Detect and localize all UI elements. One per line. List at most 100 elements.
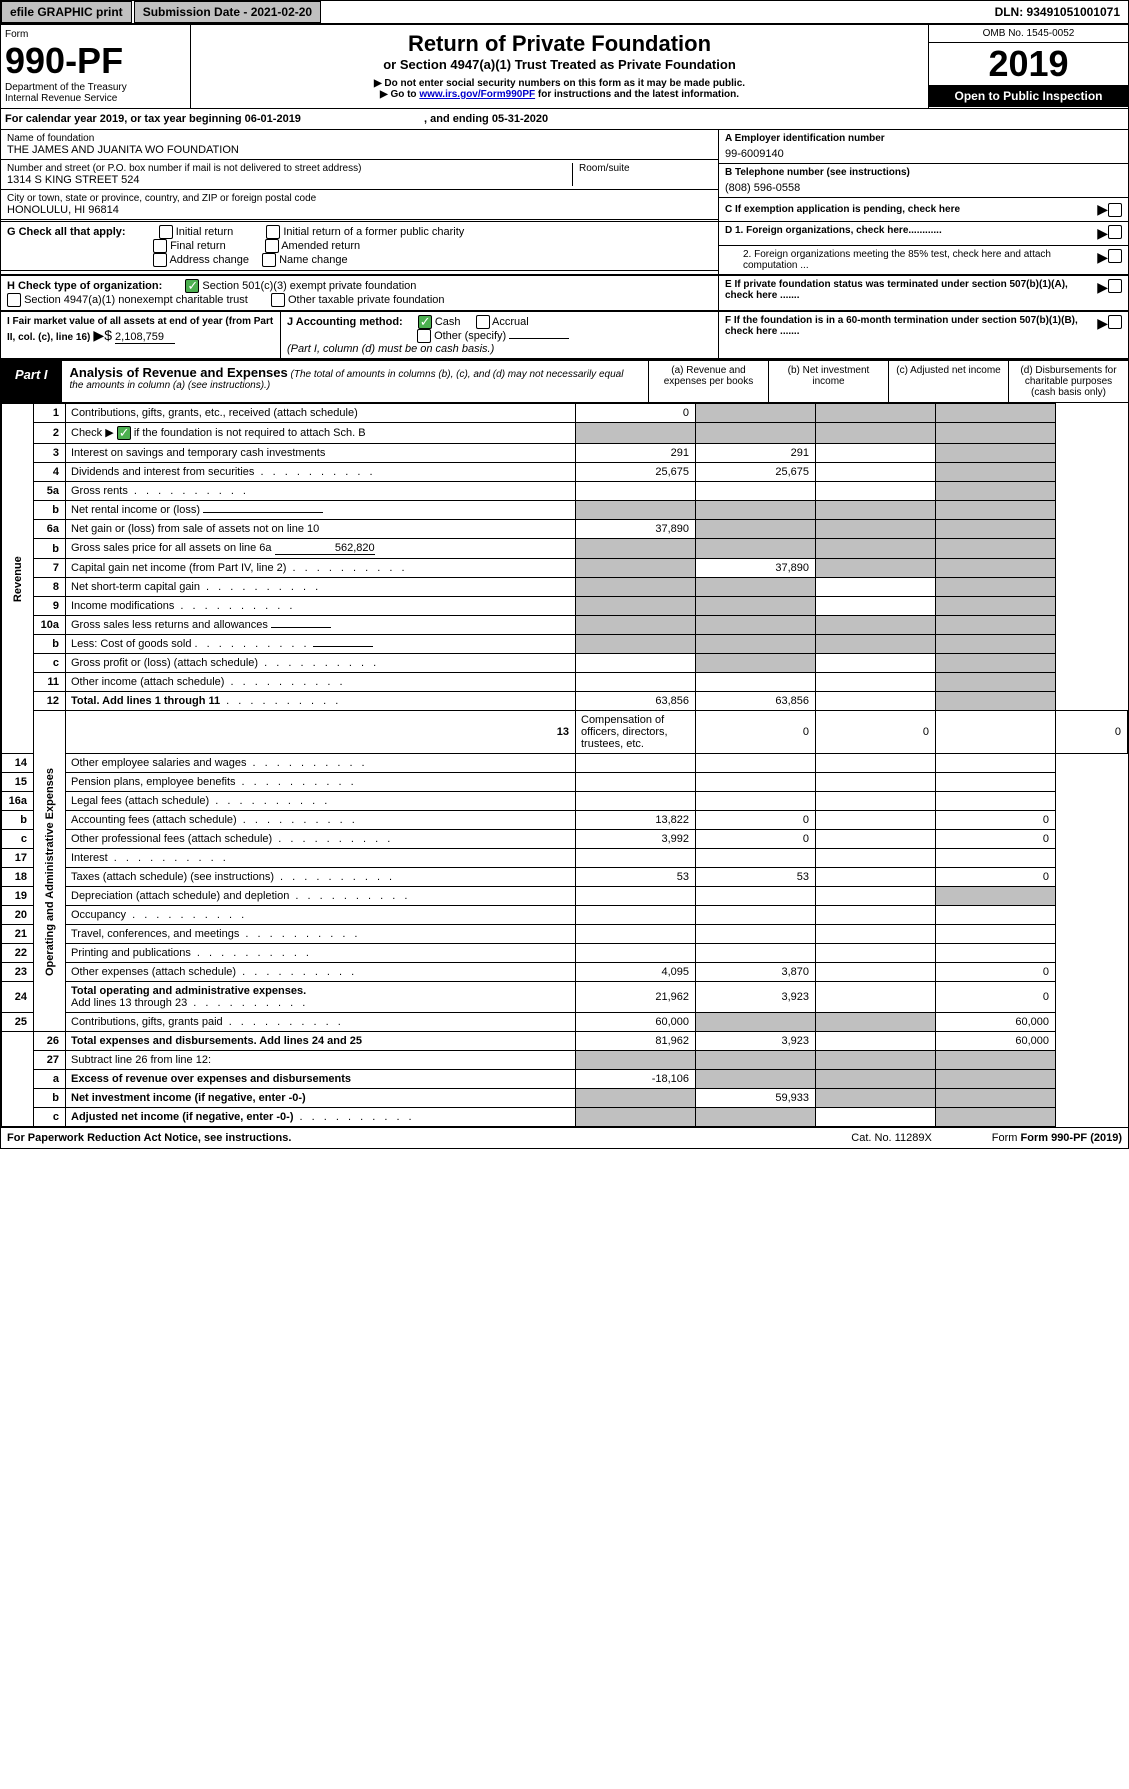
h-4947-checkbox[interactable] [7, 293, 21, 307]
warn-goto: ▶ Go to www.irs.gov/Form990PF for instru… [197, 89, 922, 100]
line-label: Accounting fees (attach schedule) [66, 811, 576, 830]
arrow-icon: ▶ [1097, 279, 1108, 301]
name-label: Name of foundation [7, 133, 712, 144]
line-label: Contributions, gifts, grants paid [66, 1013, 576, 1032]
table-row: 19Depreciation (attach schedule) and dep… [2, 887, 1128, 906]
ein-label: A Employer identification number [725, 133, 1122, 144]
table-row: 12Total. Add lines 1 through 1163,85663,… [2, 692, 1128, 711]
j-label: J Accounting method: [287, 316, 403, 328]
dept: Department of the Treasury [5, 82, 186, 93]
cal-end: 05-31-2020 [492, 113, 548, 125]
table-row: cAdjusted net income (if negative, enter… [2, 1108, 1128, 1127]
addr-cell: Number and street (or P.O. box number if… [1, 160, 718, 190]
phone-value: (808) 596-0558 [725, 178, 1122, 194]
e-checkbox[interactable] [1108, 279, 1122, 293]
g-addr-checkbox[interactable] [153, 253, 167, 267]
line-label: Contributions, gifts, grants, etc., rece… [66, 404, 576, 423]
tax-year: 2019 [929, 43, 1128, 85]
table-row: 8Net short-term capital gain [2, 578, 1128, 597]
table-row: 20Occupancy [2, 906, 1128, 925]
d1-checkbox[interactable] [1108, 225, 1122, 239]
table-row: cGross profit or (loss) (attach schedule… [2, 654, 1128, 673]
line-label: Interest on savings and temporary cash i… [66, 444, 576, 463]
g-initial: Initial return [176, 226, 233, 238]
cal-begin: 06-01-2019 [245, 113, 301, 125]
ein-cell: A Employer identification number 99-6009… [719, 130, 1128, 164]
line-label: Excess of revenue over expenses and disb… [66, 1070, 576, 1089]
form-label: Form [5, 29, 186, 40]
col-d-header: (d) Disbursements for charitable purpose… [1008, 361, 1128, 402]
j-cash-checkbox[interactable] [418, 315, 432, 329]
j-accrual: Accrual [492, 316, 529, 328]
i-cell: I Fair market value of all assets at end… [1, 312, 281, 358]
table-row: 15Pension plans, employee benefits [2, 773, 1128, 792]
f-label: F If the foundation is in a 60-month ter… [725, 315, 1097, 337]
f-checkbox[interactable] [1108, 315, 1122, 329]
cal-mid: , and ending [424, 113, 492, 125]
g-name-checkbox[interactable] [262, 253, 276, 267]
table-row: 2 Check ▶ if the foundation is not requi… [2, 423, 1128, 444]
d1-cell: D 1. Foreign organizations, check here..… [719, 222, 1128, 246]
d2-label: 2. Foreign organizations meeting the 85%… [725, 249, 1097, 271]
line-label: Net investment income (if negative, ente… [66, 1089, 576, 1108]
form-number: 990-PF [5, 40, 186, 82]
g-initial-former-checkbox[interactable] [266, 225, 280, 239]
form-link[interactable]: www.irs.gov/Form990PF [419, 89, 535, 100]
line-label: Other expenses (attach schedule) [66, 963, 576, 982]
goto-post: for instructions and the latest informat… [535, 89, 739, 100]
h-501-checkbox[interactable] [185, 279, 199, 293]
efile-print-button[interactable]: efile GRAPHIC print [1, 1, 132, 23]
h-501: Section 501(c)(3) exempt private foundat… [202, 280, 416, 292]
foundation-name: THE JAMES AND JUANITA WO FOUNDATION [7, 144, 712, 156]
cal-pre: For calendar year 2019, or tax year begi… [5, 113, 245, 125]
revenue-label: Revenue [2, 404, 34, 754]
open-public: Open to Public Inspection [929, 85, 1128, 107]
line-label: Subtract line 26 from line 12: [66, 1051, 576, 1070]
line-label: Capital gain net income (from Part IV, l… [66, 559, 576, 578]
g-name: Name change [279, 254, 348, 266]
table-row: Operating and Administrative Expenses 13… [2, 711, 1128, 754]
schb-checkbox[interactable] [117, 426, 131, 440]
e-cell: E If private foundation status was termi… [719, 276, 1128, 304]
line-label: Net gain or (loss) from sale of assets n… [66, 520, 576, 539]
arrow-icon: ▶ [1097, 249, 1108, 271]
table-row: 5aGross rents [2, 482, 1128, 501]
line-label: Compensation of officers, directors, tru… [576, 711, 696, 754]
d2-checkbox[interactable] [1108, 249, 1122, 263]
line-label: Gross rents [66, 482, 576, 501]
col-b-header: (b) Net investment income [768, 361, 888, 402]
g-amended-checkbox[interactable] [265, 239, 279, 253]
j-accrual-checkbox[interactable] [476, 315, 490, 329]
table-row: aExcess of revenue over expenses and dis… [2, 1070, 1128, 1089]
line-label: Gross sales price for all assets on line… [66, 539, 576, 559]
g-final-checkbox[interactable] [153, 239, 167, 253]
g-initial-checkbox[interactable] [159, 225, 173, 239]
line-label: Depreciation (attach schedule) and deple… [66, 887, 576, 906]
table-row: 6aNet gain or (loss) from sale of assets… [2, 520, 1128, 539]
irs: Internal Revenue Service [5, 93, 186, 104]
cell-b [696, 404, 816, 423]
g-label: G Check all that apply: [7, 226, 126, 238]
g-amended: Amended return [281, 240, 360, 252]
table-row: 27Subtract line 26 from line 12: [2, 1051, 1128, 1070]
table-row: cOther professional fees (attach schedul… [2, 830, 1128, 849]
name-cell: Name of foundation THE JAMES AND JUANITA… [1, 130, 718, 160]
line-label: Adjusted net income (if negative, enter … [66, 1108, 576, 1127]
table-row: bGross sales price for all assets on lin… [2, 539, 1128, 559]
j-other-checkbox[interactable] [417, 329, 431, 343]
c-checkbox[interactable] [1108, 203, 1122, 217]
room-label: Room/suite [579, 163, 712, 174]
addr-label: Number and street (or P.O. box number if… [7, 163, 572, 174]
table-row: 4Dividends and interest from securities2… [2, 463, 1128, 482]
e-label: E If private foundation status was termi… [725, 279, 1097, 301]
g-final: Final return [170, 240, 226, 252]
arrow-icon: ▶ [1097, 315, 1108, 337]
submission-date: Submission Date - 2021-02-20 [134, 1, 321, 23]
h-other-checkbox[interactable] [271, 293, 285, 307]
line-label: Dividends and interest from securities [66, 463, 576, 482]
table-row: 17Interest [2, 849, 1128, 868]
line-label: Occupancy [66, 906, 576, 925]
line-label: Net short-term capital gain [66, 578, 576, 597]
warn-ssn: ▶ Do not enter social security numbers o… [197, 78, 922, 89]
line-label: Pension plans, employee benefits [66, 773, 576, 792]
